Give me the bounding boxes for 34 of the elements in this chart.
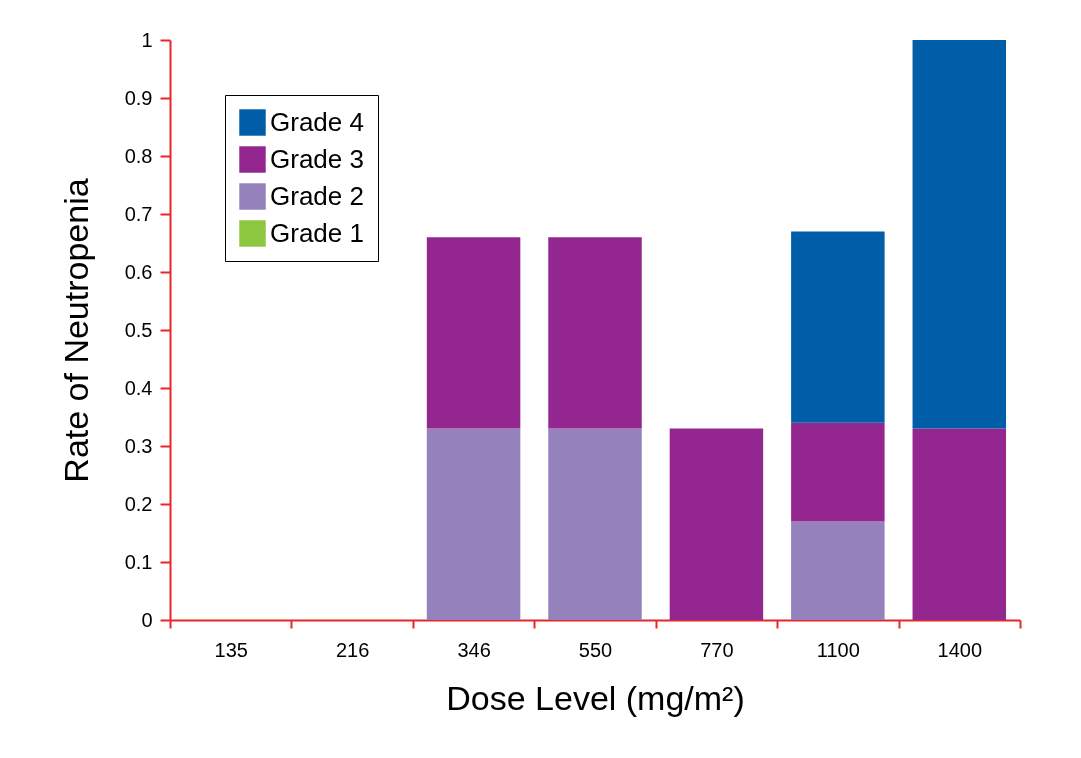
x-tick-label: 1400 bbox=[937, 638, 983, 661]
bar bbox=[912, 40, 1007, 429]
bar bbox=[669, 428, 764, 620]
legend-label: Grade 2 bbox=[270, 180, 364, 211]
y-tick-label: 0.1 bbox=[124, 550, 153, 573]
x-tick-label: 346 bbox=[457, 638, 491, 661]
y-axis-title: Rate of Neutropenia bbox=[56, 178, 95, 483]
y-tick-label: 1 bbox=[141, 28, 153, 51]
y-tick-label: 0.2 bbox=[124, 492, 153, 515]
y-tick-label: 0.8 bbox=[124, 144, 153, 167]
y-tick-label: 0.3 bbox=[124, 434, 153, 457]
x-tick-label: 550 bbox=[578, 638, 613, 661]
x-axis-title: Dose Level (mg/m²) bbox=[446, 678, 745, 717]
bar bbox=[548, 428, 642, 620]
bar bbox=[912, 428, 1007, 620]
legend-label: Grade 1 bbox=[270, 217, 364, 248]
legend-label: Grade 4 bbox=[270, 106, 364, 137]
x-tick-label: 1100 bbox=[816, 638, 860, 661]
y-tick-label: 0.4 bbox=[124, 376, 153, 399]
y-tick-label: 0.9 bbox=[124, 86, 153, 109]
legend-label: Grade 3 bbox=[270, 143, 364, 174]
bar bbox=[426, 237, 521, 429]
y-tick-label: 0 bbox=[141, 608, 153, 631]
bar bbox=[426, 428, 521, 620]
x-tick-label: 216 bbox=[335, 638, 370, 661]
bar bbox=[791, 422, 885, 522]
x-tick-label: 135 bbox=[214, 638, 248, 661]
bar bbox=[791, 521, 885, 620]
x-tick-label: 770 bbox=[700, 638, 734, 661]
bar bbox=[548, 237, 642, 429]
bar bbox=[791, 231, 885, 423]
y-tick-label: 0.7 bbox=[124, 202, 153, 225]
y-tick-label: 0.5 bbox=[124, 318, 153, 341]
y-tick-label: 0.6 bbox=[124, 260, 153, 283]
